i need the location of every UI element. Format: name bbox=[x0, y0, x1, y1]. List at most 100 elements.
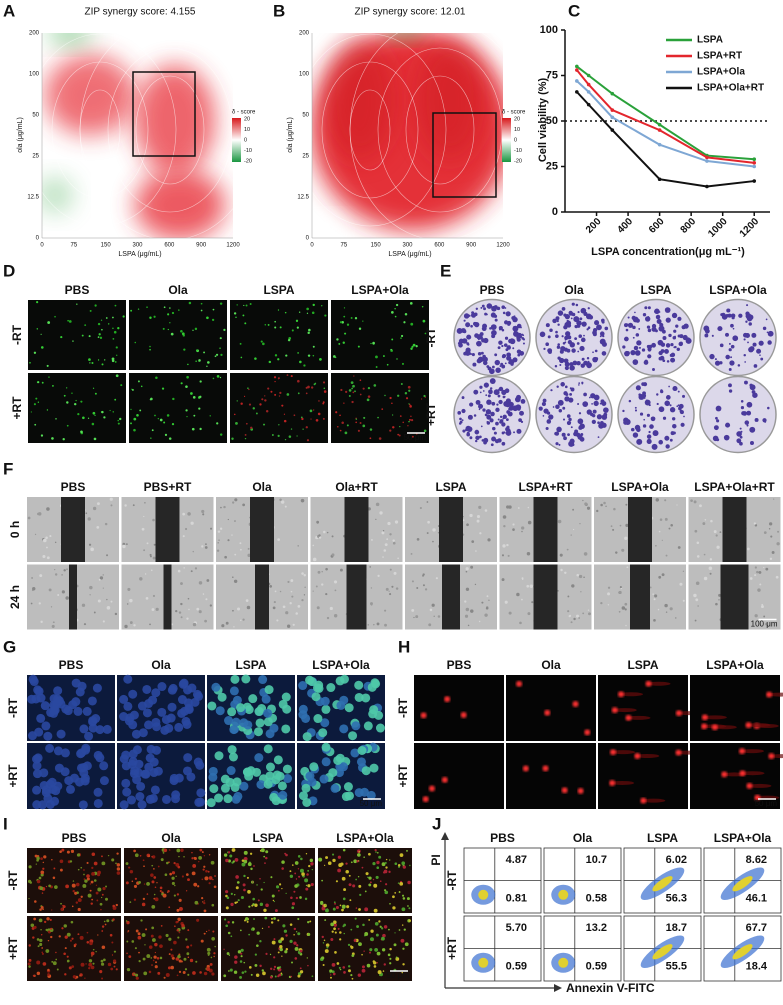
cell bbox=[293, 414, 296, 417]
cell bbox=[655, 498, 660, 502]
cell bbox=[190, 570, 193, 573]
data-point bbox=[610, 115, 615, 120]
cell bbox=[194, 567, 198, 570]
cell bbox=[355, 418, 358, 420]
cell bbox=[254, 953, 257, 956]
cell bbox=[307, 869, 310, 872]
cell bbox=[143, 865, 145, 868]
cell bbox=[301, 599, 304, 602]
cell bbox=[99, 902, 103, 906]
comet-tail bbox=[712, 725, 737, 730]
colony bbox=[641, 348, 646, 352]
y-tick-label: 0 bbox=[552, 206, 558, 218]
colony bbox=[652, 368, 655, 371]
cell bbox=[320, 901, 324, 905]
cell bbox=[90, 951, 95, 956]
cell bbox=[52, 385, 54, 387]
comet-head bbox=[640, 797, 647, 804]
column-label: PBS bbox=[62, 831, 87, 845]
cell bbox=[208, 929, 210, 932]
cell bbox=[342, 897, 346, 901]
cell bbox=[223, 948, 225, 950]
x-tick-label: 75 bbox=[340, 243, 347, 249]
cell bbox=[475, 550, 477, 552]
cell bbox=[369, 437, 372, 440]
cell bbox=[103, 920, 106, 923]
cell bbox=[206, 365, 208, 368]
cell bbox=[170, 965, 174, 970]
row-label: +RT bbox=[6, 764, 20, 788]
cell bbox=[71, 965, 75, 969]
colony bbox=[501, 344, 504, 348]
cell bbox=[234, 498, 238, 502]
colony bbox=[714, 358, 717, 361]
data-point bbox=[752, 179, 757, 183]
cell bbox=[352, 384, 355, 388]
cell bbox=[310, 386, 314, 389]
cell bbox=[368, 852, 371, 856]
cell bbox=[205, 930, 208, 933]
cell bbox=[384, 623, 387, 627]
data-point bbox=[610, 128, 615, 132]
cell bbox=[272, 899, 275, 902]
cell bbox=[61, 927, 64, 930]
colony bbox=[494, 353, 498, 357]
nucleus bbox=[93, 787, 103, 797]
cell bbox=[45, 885, 48, 888]
colony bbox=[459, 417, 462, 421]
cell bbox=[244, 970, 247, 973]
colony bbox=[583, 392, 587, 397]
cell bbox=[49, 918, 52, 921]
cell bbox=[171, 876, 175, 880]
cell bbox=[214, 945, 216, 948]
cell bbox=[285, 853, 288, 857]
colony bbox=[467, 414, 473, 420]
colony bbox=[557, 356, 561, 360]
colony bbox=[506, 410, 511, 414]
cell bbox=[208, 854, 211, 856]
cell bbox=[55, 418, 57, 420]
contour bbox=[79, 33, 233, 238]
cell bbox=[134, 877, 138, 880]
cell bbox=[346, 323, 350, 326]
cell bbox=[139, 577, 143, 581]
cell bbox=[381, 948, 386, 952]
cell bbox=[375, 502, 380, 507]
cell bbox=[301, 417, 304, 421]
cell bbox=[206, 579, 210, 582]
column-label: LSPA+Ola+RT bbox=[694, 480, 775, 494]
colony bbox=[677, 316, 682, 321]
cell bbox=[467, 624, 470, 627]
cell bbox=[93, 611, 96, 614]
cell bbox=[267, 926, 270, 928]
cell bbox=[273, 968, 276, 971]
nucleus bbox=[122, 787, 132, 797]
cell bbox=[227, 859, 232, 863]
x-tick-label: 1200 bbox=[496, 243, 510, 249]
cell bbox=[235, 316, 237, 319]
cell bbox=[198, 359, 201, 362]
colony bbox=[578, 334, 583, 338]
colony bbox=[557, 399, 564, 406]
cell bbox=[38, 876, 42, 880]
colony bbox=[545, 426, 549, 431]
data-point bbox=[586, 90, 591, 94]
cell bbox=[264, 395, 266, 397]
cell bbox=[273, 917, 276, 920]
cell bbox=[504, 600, 508, 604]
colony bbox=[592, 409, 597, 414]
cell bbox=[201, 545, 204, 548]
colony bbox=[586, 357, 590, 360]
panel-label: G bbox=[3, 637, 16, 656]
cell bbox=[377, 416, 379, 419]
cell bbox=[89, 889, 92, 892]
quadrant-value: 13.2 bbox=[586, 922, 607, 934]
cell bbox=[116, 867, 121, 871]
cell bbox=[283, 413, 286, 415]
nucleus bbox=[257, 703, 267, 713]
cell bbox=[69, 860, 73, 863]
cell bbox=[107, 962, 112, 967]
cell bbox=[487, 538, 491, 542]
cell bbox=[291, 906, 295, 910]
cell bbox=[586, 506, 591, 510]
